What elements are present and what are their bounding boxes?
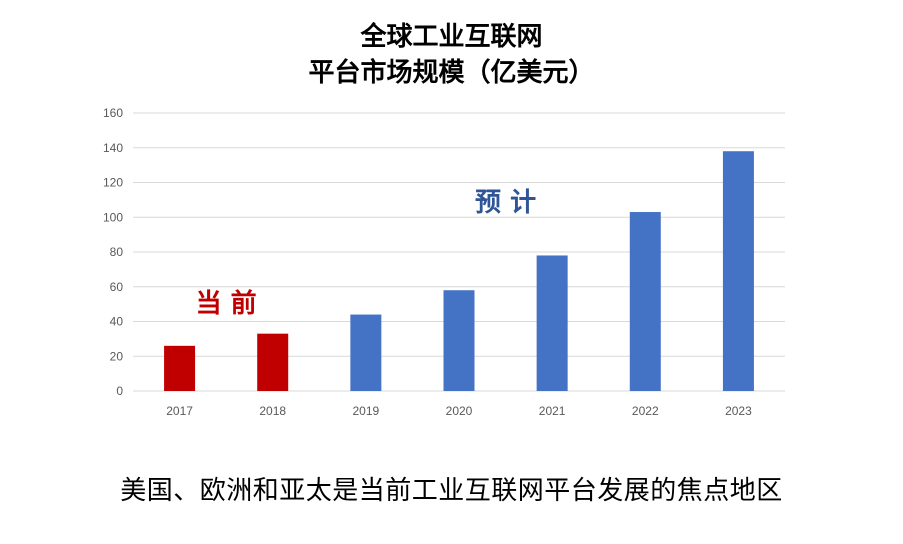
chart-title-line1: 全球工业互联网 — [360, 22, 543, 52]
y-tick-label-160: 160 — [103, 106, 123, 120]
x-tick-label-2019: 2019 — [353, 404, 380, 418]
annotation-current: 当 前 — [196, 288, 257, 319]
bar-2021 — [536, 255, 568, 391]
bar-2018 — [257, 333, 289, 391]
annotation-forecast: 预 计 — [475, 188, 536, 218]
x-tick-label-2020: 2020 — [446, 404, 473, 418]
chart-caption: 美国、欧洲和亚太是当前工业互联网平台发展的焦点地区 — [120, 476, 783, 506]
bar-2019 — [350, 314, 382, 391]
x-tick-label-2023: 2023 — [725, 404, 752, 418]
bar-chart: 0 20 40 60 80 100 120 140 160 2017 2018 2019 2020 202… — [103, 106, 785, 418]
y-tick-label-120: 120 — [103, 176, 123, 190]
bar-2020 — [443, 290, 475, 391]
y-tick-label-0: 0 — [116, 384, 123, 398]
bar-2023 — [722, 151, 754, 391]
bar-2017 — [164, 345, 196, 391]
x-tick-label-2021: 2021 — [539, 404, 566, 418]
y-tick-label-80: 80 — [110, 245, 124, 259]
x-tick-label-2022: 2022 — [632, 404, 659, 418]
x-tick-label-2017: 2017 — [166, 404, 193, 418]
y-tick-label-60: 60 — [110, 280, 124, 294]
y-tick-label-40: 40 — [110, 315, 124, 329]
x-tick-label-2018: 2018 — [259, 404, 286, 418]
y-tick-label-20: 20 — [110, 349, 124, 363]
y-tick-label-140: 140 — [103, 141, 123, 155]
y-tick-label-100: 100 — [103, 210, 123, 224]
bar-2022 — [629, 212, 661, 391]
chart-title-line2: 平台市场规模（亿美元） — [308, 58, 595, 88]
